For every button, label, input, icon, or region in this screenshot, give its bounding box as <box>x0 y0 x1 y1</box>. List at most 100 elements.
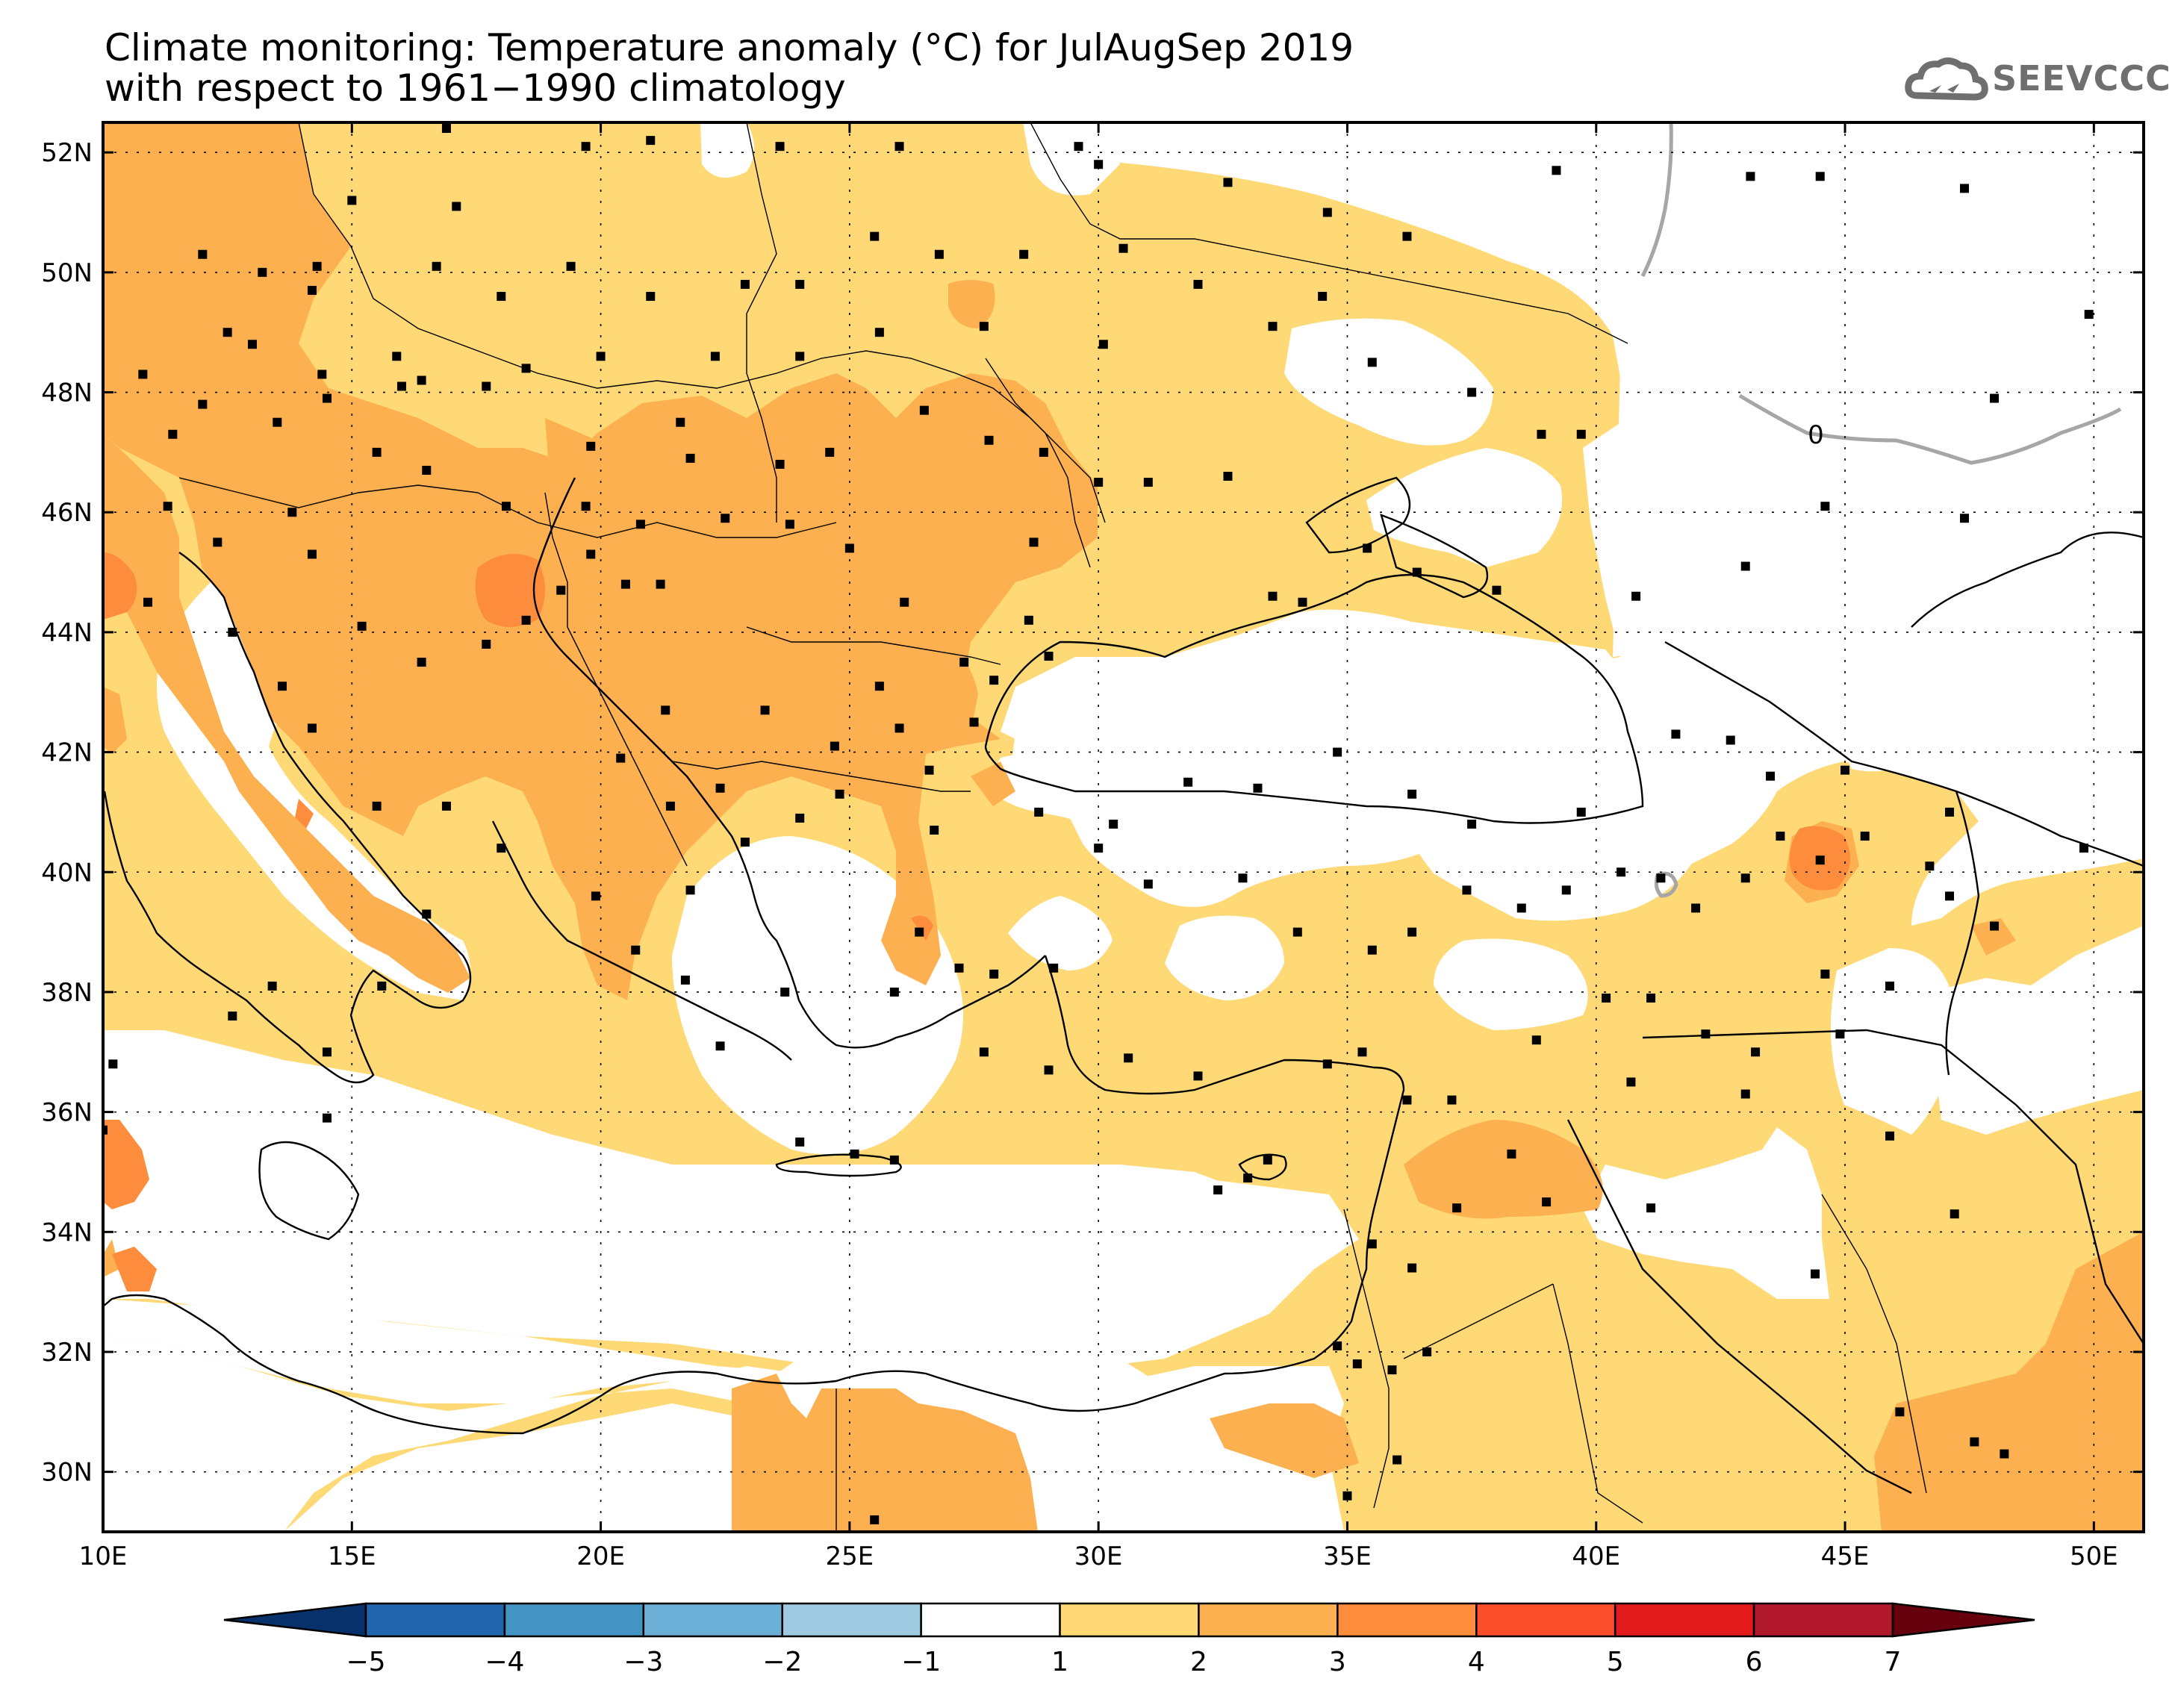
station-marker <box>228 627 237 637</box>
station-marker <box>1740 873 1750 883</box>
colorbar-swatch <box>781 1602 922 1638</box>
station-marker <box>1402 1095 1412 1105</box>
station-marker <box>2000 1449 2009 1459</box>
station-marker <box>685 885 695 895</box>
station-marker <box>979 322 989 331</box>
station-marker <box>930 826 939 835</box>
station-marker <box>825 447 835 457</box>
station-marker <box>1039 447 1048 457</box>
station-marker <box>710 352 720 361</box>
station-marker <box>103 1125 108 1135</box>
colorbar-swatch <box>1059 1602 1200 1638</box>
station-marker <box>1094 478 1104 487</box>
station-marker <box>1576 807 1586 817</box>
station-marker <box>307 285 317 295</box>
station-marker <box>322 1113 332 1123</box>
station-marker <box>501 502 511 511</box>
station-marker <box>1193 279 1203 289</box>
station-marker <box>1367 358 1377 367</box>
lat-tick-label: 46N <box>41 498 93 528</box>
station-marker <box>715 1041 725 1051</box>
station-marker <box>979 1047 989 1057</box>
colorbar-label: 7 <box>1885 1647 1902 1677</box>
station-marker <box>1268 322 1278 331</box>
station-marker <box>620 579 630 589</box>
station-marker <box>1024 615 1033 625</box>
station-marker <box>1885 1131 1895 1141</box>
station-marker <box>1970 1437 1979 1447</box>
station-marker <box>1357 1047 1367 1057</box>
station-marker <box>934 249 944 259</box>
station-marker <box>795 279 805 289</box>
station-marker <box>646 291 656 301</box>
station-marker <box>357 621 367 631</box>
station-marker <box>1811 1269 1820 1279</box>
anomaly-band-3-4 <box>103 552 1850 1291</box>
station-marker <box>1945 891 1955 901</box>
station-marker <box>740 838 750 847</box>
lat-tick-label: 40N <box>41 858 93 888</box>
lon-tick-label: 20E <box>576 1542 625 1571</box>
station-marker <box>665 801 675 811</box>
station-marker <box>372 801 382 811</box>
lat-tick-label: 36N <box>41 1098 93 1128</box>
station-marker <box>1223 472 1233 481</box>
station-marker <box>556 585 566 595</box>
station-marker <box>1815 855 1825 865</box>
station-marker <box>1253 783 1263 793</box>
anomaly-field <box>103 122 2144 1532</box>
station-marker <box>143 597 152 607</box>
station-marker <box>586 549 596 559</box>
colorbar-swatch <box>1337 1602 1478 1638</box>
station-marker <box>635 520 645 529</box>
station-marker <box>1726 735 1735 745</box>
colorbar-swatch <box>364 1602 506 1638</box>
station-marker <box>616 753 626 763</box>
station-marker <box>287 508 297 517</box>
station-marker <box>497 844 506 853</box>
station-marker <box>1393 1455 1402 1465</box>
station-marker <box>1990 921 2000 931</box>
colorbar-label: 6 <box>1746 1647 1763 1677</box>
station-marker <box>482 639 491 649</box>
station-marker <box>223 328 232 337</box>
station-marker <box>795 813 805 823</box>
station-marker <box>830 741 839 751</box>
colorbar-swatch <box>503 1602 645 1638</box>
station-marker <box>1492 585 1502 595</box>
station-marker <box>1333 747 1342 757</box>
station-marker <box>850 1149 859 1159</box>
station-marker <box>1447 1095 1457 1105</box>
station-marker <box>1467 387 1477 397</box>
station-marker <box>1740 1089 1750 1099</box>
map-title-line-1: Climate monitoring: Temperature anomaly … <box>105 26 1354 69</box>
zero-contour <box>1640 122 2122 898</box>
station-marker <box>1766 771 1776 781</box>
station-marker <box>889 987 899 997</box>
map-title-line-2: with respect to 1961−1990 climatology <box>105 66 846 110</box>
station-marker <box>1363 543 1372 553</box>
lon-tick-label: 50E <box>2070 1542 2118 1571</box>
station-marker <box>1029 537 1039 547</box>
station-marker <box>1367 945 1377 955</box>
station-marker <box>1820 502 1830 511</box>
station-marker <box>1467 819 1477 829</box>
station-marker <box>1960 514 1970 523</box>
station-marker <box>1318 291 1328 301</box>
lat-tick-label: 30N <box>41 1458 93 1488</box>
station-marker <box>1602 993 1611 1003</box>
lat-tick-label: 42N <box>41 738 93 768</box>
station-marker <box>317 370 327 379</box>
station-marker <box>680 975 690 985</box>
station-marker <box>989 676 999 685</box>
station-marker <box>1671 729 1681 739</box>
station-marker <box>1751 1047 1761 1057</box>
lon-tick-label: 45E <box>1821 1542 1870 1571</box>
station-marker <box>1646 993 1656 1003</box>
station-marker <box>596 352 606 361</box>
station-marker <box>1701 1029 1711 1039</box>
colorbar-label: 2 <box>1190 1647 1207 1677</box>
colorbar-swatch <box>1752 1602 1894 1638</box>
station-marker <box>1243 1173 1253 1182</box>
